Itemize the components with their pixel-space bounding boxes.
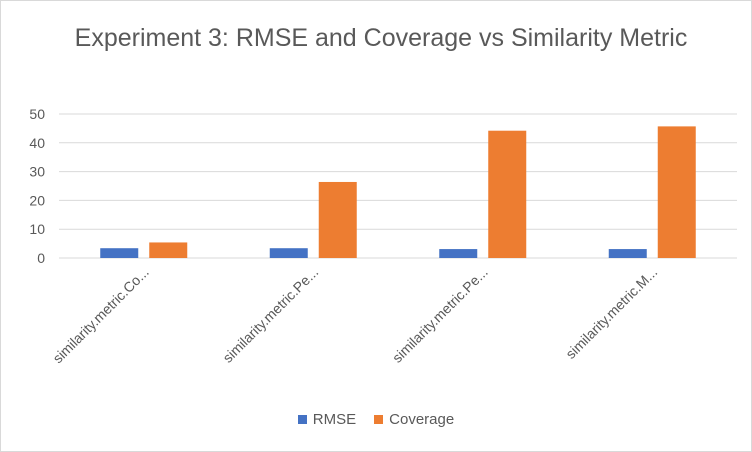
bar-coverage-3 — [488, 130, 527, 258]
y-tick-label-10: 10 — [29, 221, 45, 237]
bar-coverage-1 — [149, 242, 188, 258]
y-tick-label-0: 0 — [37, 250, 45, 266]
legend-item-rmse: RMSE — [297, 411, 357, 428]
y-tick-label-20: 20 — [29, 192, 45, 208]
legend-label-coverage: Coverage — [389, 411, 455, 428]
legend: RMSE Coverage — [1, 411, 751, 428]
bar-rmse-3 — [439, 249, 478, 258]
x-tick-label-3: similarity.metric.Pe... — [389, 264, 491, 366]
legend-swatch-coverage — [374, 415, 384, 424]
x-tick-label-2: similarity.metric.Pe... — [219, 264, 321, 366]
bar-coverage-4 — [657, 126, 696, 258]
y-tick-label-40: 40 — [29, 135, 45, 151]
bar-rmse-1 — [100, 248, 139, 258]
bar-coverage-2 — [318, 181, 357, 258]
legend-item-coverage: Coverage — [374, 411, 454, 428]
y-tick-label-50: 50 — [29, 106, 45, 122]
x-tick-label-1: similarity.metric.Co... — [49, 264, 151, 366]
legend-label-rmse: RMSE — [312, 411, 357, 428]
bar-rmse-4 — [608, 249, 647, 258]
bar-rmse-2 — [269, 248, 308, 258]
legend-swatch-rmse — [297, 415, 307, 424]
y-tick-label-30: 30 — [29, 164, 45, 180]
x-tick-label-4: similarity.metric.M... — [562, 264, 660, 362]
chart-title: Experiment 3: RMSE and Coverage vs Simil… — [74, 24, 688, 52]
